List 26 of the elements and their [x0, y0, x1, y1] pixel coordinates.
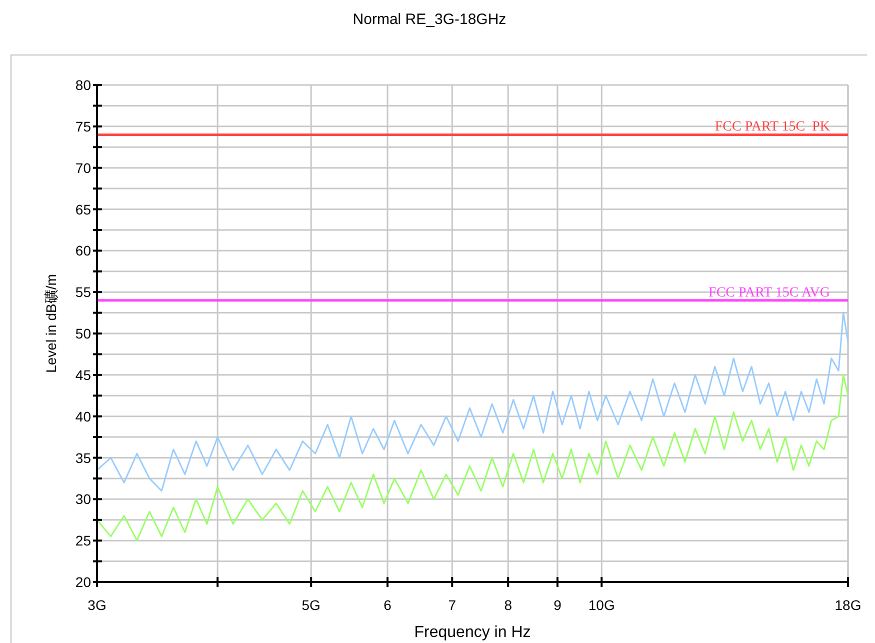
x-tick-label: 3G	[88, 597, 106, 613]
y-tick-label: 45	[75, 366, 92, 383]
y-tick-label: 55	[75, 284, 92, 300]
y-tick-label: 30	[75, 491, 92, 508]
ref-line-label: FCC PART 15C PK	[714, 120, 830, 135]
y-tick-label: 75	[75, 118, 92, 134]
x-tick-label: 7	[448, 597, 456, 613]
y-tick-label: 50	[75, 326, 92, 342]
ref-line-label: FCC PART 15C AVG	[708, 285, 830, 300]
x-tick-label: 8	[504, 597, 512, 613]
x-tick-label: 10G	[588, 597, 615, 613]
x-tick-label: 6	[384, 597, 392, 613]
y-axis-title: Level in dB礦/m	[43, 274, 59, 373]
x-tick-label: 9	[554, 597, 562, 613]
y-tick-label: 70	[75, 160, 92, 176]
y-tick-label: 20	[75, 574, 92, 590]
y-tick-label: 40	[75, 408, 92, 424]
y-tick-label: 25	[75, 532, 92, 549]
x-tick-label: 18G	[834, 597, 862, 613]
chart-title: Normal RE_3G-18GHz	[352, 11, 506, 28]
y-tick-label: 35	[75, 450, 92, 466]
x-axis-title: Frequency in Hz	[414, 624, 531, 641]
y-tick-label: 80	[75, 77, 92, 93]
x-tick-label: 5G	[302, 597, 320, 613]
y-tick-label: 60	[75, 242, 92, 259]
y-tick-label: 65	[75, 201, 92, 218]
